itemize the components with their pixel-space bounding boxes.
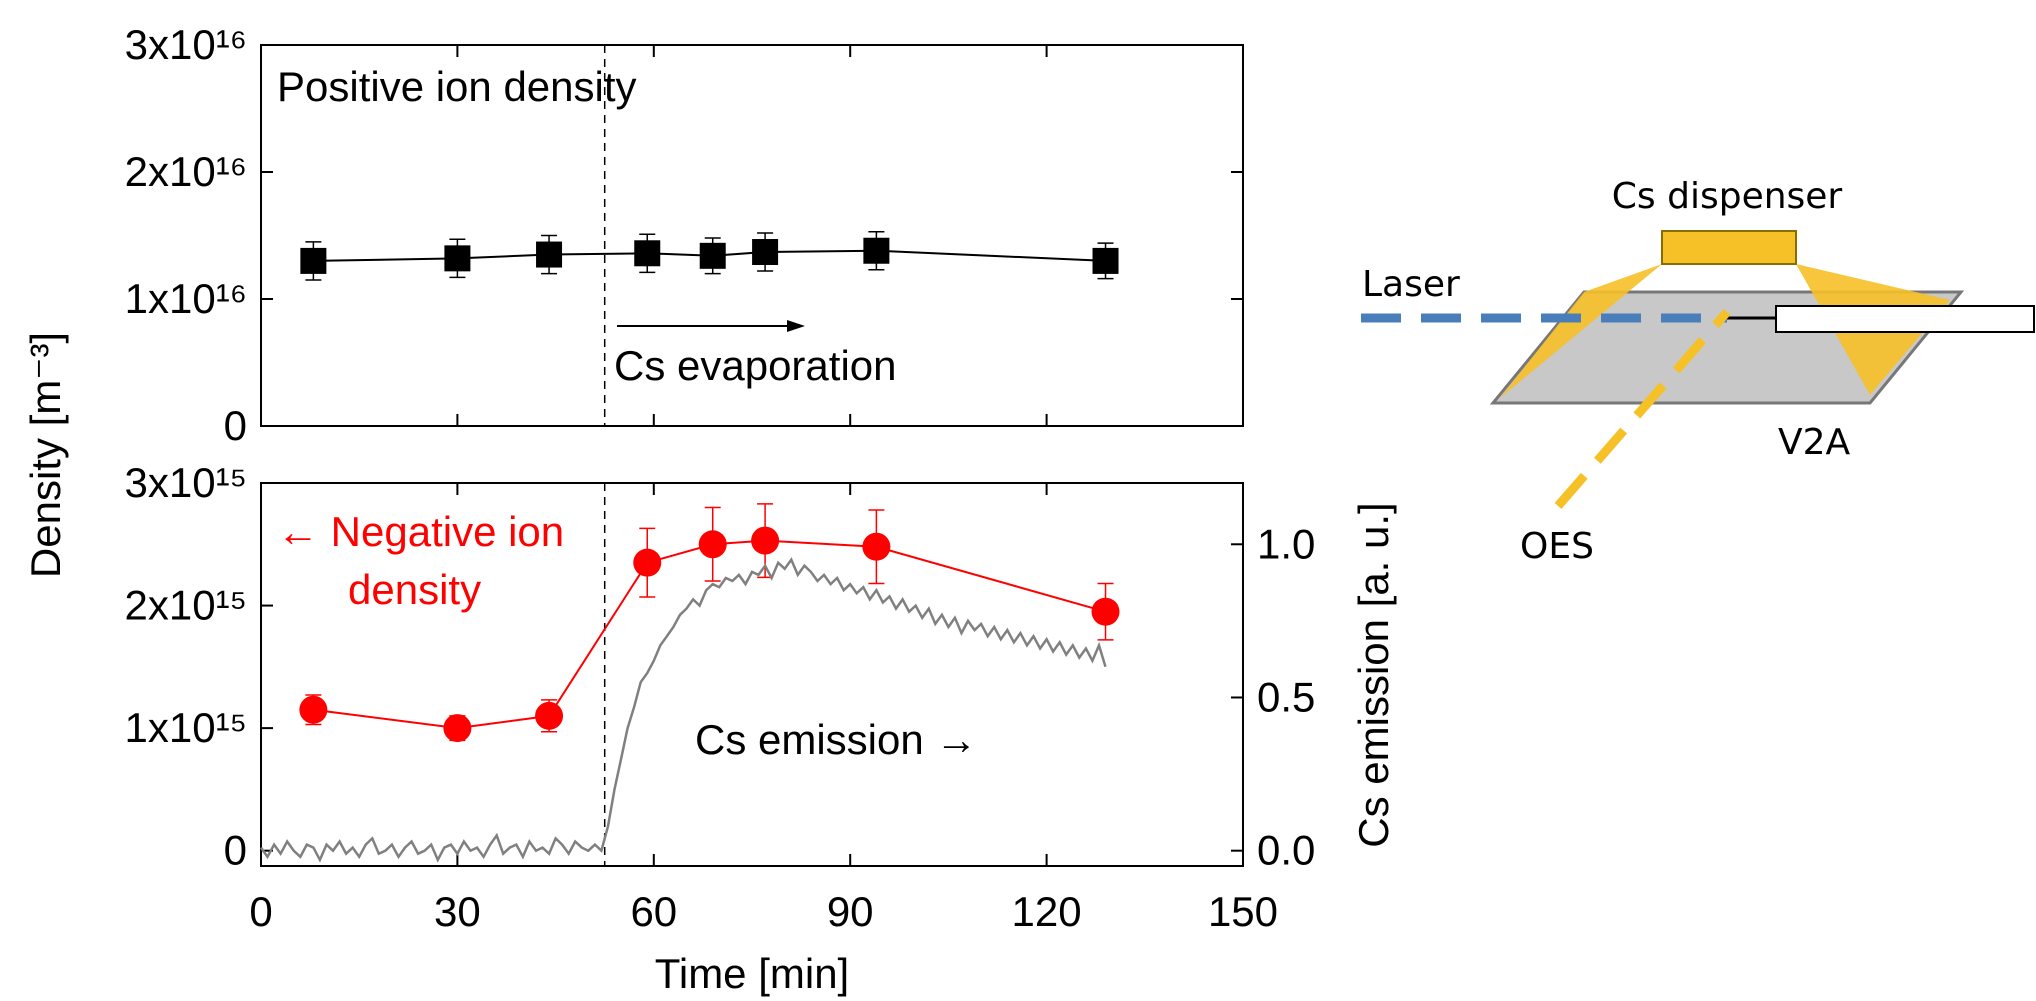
marker: [698, 530, 727, 559]
plot-frame: [260, 482, 1244, 867]
marker: [535, 701, 564, 730]
cs-cone-left: [1500, 264, 1662, 398]
annotation: Positive ion density: [277, 63, 637, 110]
x-tick-label: 120: [1012, 888, 1082, 935]
marker: [1091, 597, 1120, 626]
cs-dispenser: [1661, 230, 1797, 265]
marker: [862, 532, 891, 561]
marker: [300, 247, 327, 274]
setup-diagram: Cs dispenser Laser V2A OES: [1361, 176, 2035, 567]
material-label: V2A: [1778, 422, 1851, 463]
y2-tick-label: 0.5: [1257, 673, 1315, 720]
x-tick-label: 60: [630, 888, 677, 935]
marker: [536, 241, 563, 268]
y-tick-label: 2x10¹⁶: [125, 148, 247, 195]
y-tick-label: 3x10¹⁵: [125, 459, 247, 506]
x-tick-label: 90: [827, 888, 874, 935]
y-tick-label: 1x10¹⁵: [125, 704, 247, 751]
y-tick-label: 3x10¹⁶: [125, 21, 247, 68]
series-line: [259, 557, 1107, 863]
x-tick-label: 30: [434, 888, 481, 935]
marker: [863, 237, 890, 264]
panel: 0 1x10¹⁶ 2x10¹⁶ 3x10¹⁶ Positive ion density C…: [125, 21, 1244, 449]
panel: 0 30 60 90 120 150 0 1x10¹⁵ 2x10¹⁵ 3x10¹⁵ 0.0 0.5 1.…: [125, 459, 1397, 997]
oes-line-of-sight: [1554, 309, 1731, 509]
series-line: [313, 539, 1106, 730]
series-line: [313, 249, 1106, 262]
y-tick-label: 2x10¹⁵: [125, 582, 247, 629]
marker: [299, 695, 328, 724]
x-tick-label: 150: [1208, 888, 1278, 935]
marker: [752, 239, 779, 266]
annotation: density: [348, 566, 481, 613]
x-tick-label: 0: [249, 888, 272, 935]
y2-tick-label: 1.0: [1257, 520, 1315, 567]
plot-frame: [260, 44, 1244, 427]
y-axis-title: Density [m⁻³]: [22, 332, 69, 578]
dispenser-label: Cs dispenser: [1612, 176, 1843, 217]
annotation-arrowhead: [787, 320, 805, 332]
y2-tick-label: 0.0: [1257, 827, 1315, 874]
marker: [444, 245, 471, 272]
marker: [751, 526, 780, 555]
laser-label: Laser: [1362, 264, 1460, 305]
annotation: Cs evaporation: [614, 342, 897, 389]
marker: [443, 714, 472, 743]
annotation: ← Negative ion: [277, 508, 564, 555]
y2-axis-title: Cs emission [a. u.]: [1350, 502, 1397, 847]
y-tick-label: 0: [224, 402, 247, 449]
marker: [633, 548, 662, 577]
marker: [699, 242, 726, 269]
oes-label: OES: [1520, 526, 1594, 567]
marker: [634, 240, 661, 267]
marker: [1092, 247, 1119, 274]
y-tick-label: 0: [224, 827, 247, 874]
y-tick-label: 1x10¹⁶: [125, 275, 247, 322]
x-axis-title: Time [min]: [655, 950, 849, 997]
annotation: Cs emission →: [695, 716, 977, 763]
probe: [1775, 305, 2035, 333]
